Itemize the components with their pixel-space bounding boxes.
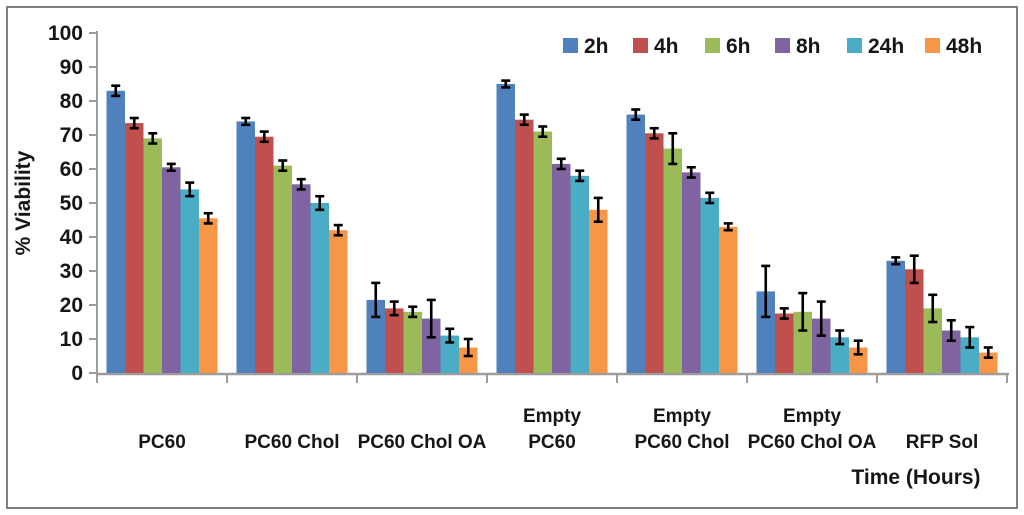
legend-label: 4h xyxy=(654,35,679,58)
bar xyxy=(552,163,571,373)
bar xyxy=(979,352,998,373)
y-axis-title: % Viability xyxy=(12,150,35,255)
y-tick-label: 80 xyxy=(60,90,83,113)
legend-swatch-icon xyxy=(633,38,648,53)
bar xyxy=(459,347,478,373)
category-label: Empty xyxy=(523,406,582,427)
legend-label: 24h xyxy=(868,35,904,58)
bar xyxy=(440,335,459,373)
y-tick-label: 20 xyxy=(60,294,83,317)
bar xyxy=(812,318,831,373)
bar xyxy=(942,330,961,373)
bar xyxy=(886,260,905,373)
y-tick-label: 70 xyxy=(60,124,83,147)
bar xyxy=(719,226,738,373)
bar xyxy=(180,189,199,373)
bar xyxy=(905,269,924,373)
category-label: PC60 xyxy=(528,432,576,453)
bar xyxy=(849,347,868,373)
bar xyxy=(162,167,181,373)
legend-label: 2h xyxy=(584,35,609,58)
bar xyxy=(570,175,589,373)
bar xyxy=(422,318,441,373)
y-tick-label: 0 xyxy=(71,362,83,385)
category-label: PC60 Chol xyxy=(634,432,729,453)
legend-item: 24h xyxy=(847,35,904,58)
bar xyxy=(329,230,348,373)
error-bars-layer xyxy=(111,79,993,360)
bar xyxy=(255,136,274,373)
bar xyxy=(589,209,608,373)
legend-swatch-icon xyxy=(705,38,720,53)
legend-item: 48h xyxy=(925,35,982,58)
legend-swatch-icon xyxy=(847,38,862,53)
bar xyxy=(775,313,794,373)
category-label: Empty xyxy=(783,406,842,427)
bar xyxy=(403,311,422,373)
legend-item: 4h xyxy=(633,35,679,58)
bar xyxy=(682,172,701,373)
bar xyxy=(756,291,775,373)
category-label: Empty xyxy=(653,406,712,427)
legend-swatch-icon xyxy=(925,38,940,53)
bar xyxy=(923,308,942,373)
y-tick-label: 100 xyxy=(48,22,83,45)
bar xyxy=(960,337,979,373)
legend-item: 8h xyxy=(775,35,821,58)
category-label: PC60 Chol OA xyxy=(748,432,877,453)
legend-label: 6h xyxy=(726,35,751,58)
axes-layer: 0 10 20 30 40 50 60 70 80 90 100 PC60 PC60 Chol PC60 … xyxy=(48,22,1009,453)
bar xyxy=(793,311,812,373)
bar xyxy=(273,165,292,373)
category-label: PC60 Chol OA xyxy=(358,432,487,453)
bar xyxy=(533,131,552,373)
bar xyxy=(515,119,534,373)
axis-labels-layer: % Viability Time (Hours) xyxy=(12,150,981,489)
y-tick-label: 50 xyxy=(60,192,83,215)
bars-layer xyxy=(106,84,998,374)
legend-swatch-icon xyxy=(563,38,578,53)
legend-label: 8h xyxy=(796,35,821,58)
category-label: RFP Sol xyxy=(906,432,979,453)
bar xyxy=(385,308,404,373)
bar xyxy=(236,121,255,374)
bar xyxy=(626,114,645,373)
bar xyxy=(310,203,329,373)
bar xyxy=(663,148,682,373)
x-axis-title: Time (Hours) xyxy=(851,466,980,489)
bar xyxy=(125,123,144,373)
category-label: PC60 xyxy=(138,432,186,453)
bar xyxy=(106,90,125,374)
bar xyxy=(199,218,218,373)
bar xyxy=(830,337,849,373)
y-tick-label: 30 xyxy=(60,260,83,283)
legend-item: 6h xyxy=(705,35,751,58)
category-label: PC60 Chol xyxy=(244,432,339,453)
y-tick-label: 40 xyxy=(60,226,83,249)
legend-swatch-icon xyxy=(775,38,790,53)
bar xyxy=(496,84,515,373)
legend: 2h 4h 6h 8h 24h 48h xyxy=(563,35,982,58)
bar xyxy=(143,138,162,373)
legend-label: 48h xyxy=(946,35,982,58)
bar xyxy=(645,133,664,373)
bar xyxy=(366,299,385,373)
y-tick-label: 90 xyxy=(60,56,83,79)
y-tick-label: 60 xyxy=(60,158,83,181)
y-tick-label: 10 xyxy=(60,328,83,351)
legend-item: 2h xyxy=(563,35,609,58)
bar xyxy=(700,197,719,373)
bar xyxy=(292,184,311,373)
